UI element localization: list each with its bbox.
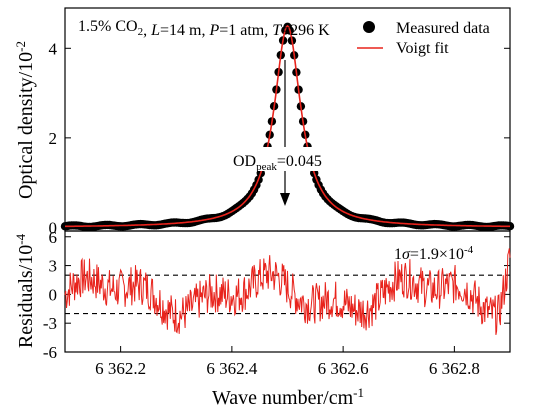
sigma-annotation: 1σ=1.9×10-4 bbox=[394, 244, 474, 263]
bottom-y-tick-label: -6 bbox=[43, 343, 57, 362]
top-panel: 0 2 4 1.5% CO2, L=14 m, P=1 atm, T=296 K M… bbox=[13, 7, 515, 237]
peak-label-bg bbox=[230, 147, 342, 171]
peak-od-label: ODpeak=0.045 bbox=[233, 153, 322, 173]
x-tick-label: 6 362.8 bbox=[429, 359, 480, 378]
peak-annotation: ODpeak=0.045 bbox=[230, 60, 342, 206]
x-axis-label: Wave number/cm-1 bbox=[212, 385, 364, 409]
x-tick-label: 6 362.6 bbox=[318, 359, 369, 378]
legend-label-measured: Measured data bbox=[396, 20, 490, 37]
peak-arrow-head bbox=[280, 193, 290, 206]
top-y-axis-label: Optical density/10-2 bbox=[13, 41, 37, 199]
legend: Measured data Voigt fit bbox=[357, 20, 490, 57]
top-y-tick-label: 0 bbox=[49, 218, 58, 237]
bottom-y-axis-label: Residuals/10-4 bbox=[13, 233, 37, 348]
bottom-y-tick-label: 0 bbox=[49, 285, 58, 304]
top-y-tick-label: 4 bbox=[49, 39, 58, 58]
top-y-tick-label: 2 bbox=[49, 129, 58, 148]
bottom-panel: -6 -3 0 3 6 6 362.2 6 362.4 6 362.6 6 362.8 1σ=… bbox=[13, 228, 511, 409]
bottom-y-tick-label: 6 bbox=[49, 228, 58, 247]
x-ticks: 6 362.2 6 362.4 6 362.6 6 362.8 bbox=[95, 346, 480, 378]
voigt-fit-line bbox=[65, 24, 510, 228]
legend-marker-measured bbox=[363, 21, 375, 33]
conditions-annotation: 1.5% CO2, L=14 m, P=1 atm, T=296 K bbox=[78, 18, 330, 39]
x-tick-label: 6 362.4 bbox=[206, 359, 258, 378]
x-tick-label: 6 362.2 bbox=[95, 359, 146, 378]
bottom-y-tick-label: 3 bbox=[49, 257, 58, 276]
bottom-y-ticks: -6 -3 0 3 6 bbox=[43, 228, 510, 362]
bottom-plot-frame bbox=[64, 230, 511, 353]
residuals-line bbox=[64, 248, 511, 335]
bottom-y-tick-label: -3 bbox=[43, 314, 57, 333]
legend-label-fit: Voigt fit bbox=[396, 40, 449, 57]
